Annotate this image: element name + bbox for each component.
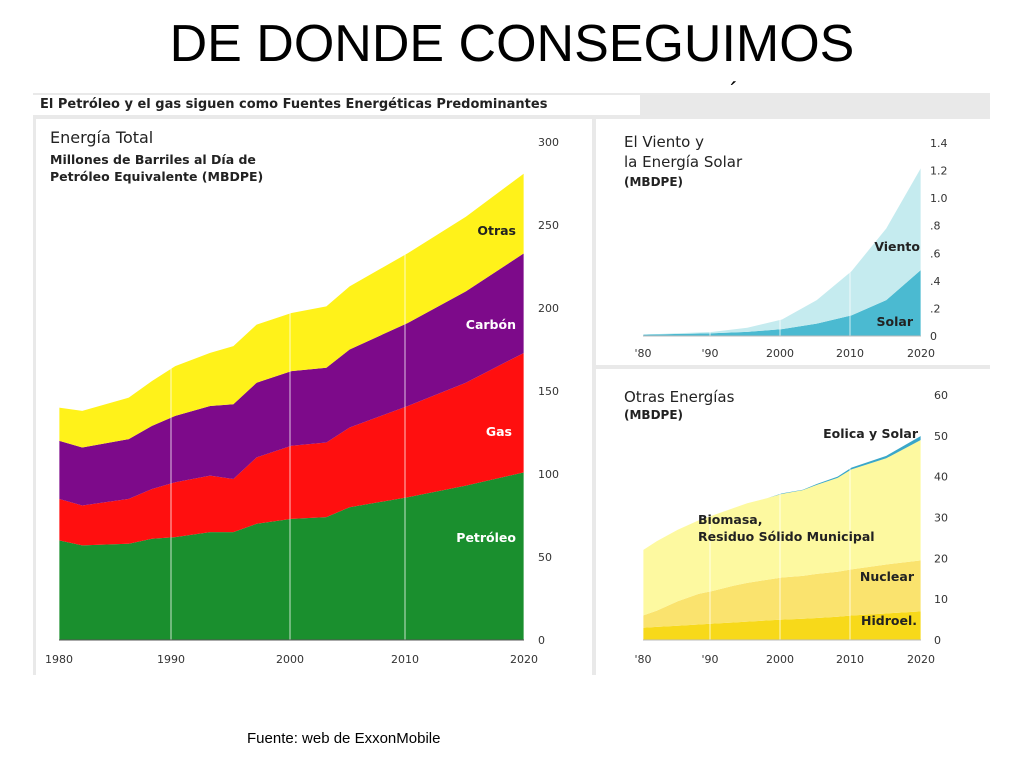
chart-title: Energía Total (50, 128, 153, 147)
series-label-nuclear: Nuclear (860, 569, 915, 584)
y-tick-label: 10 (934, 593, 948, 606)
x-tick-label: 2020 (907, 653, 935, 666)
x-tick-label: 2000 (276, 653, 304, 666)
series-label-solar: Solar (877, 314, 914, 329)
series-label-0: Petróleo (456, 530, 516, 545)
y-tick-label: 150 (538, 385, 559, 398)
area-viento (643, 167, 921, 335)
x-tick-label: 1990 (157, 653, 185, 666)
banner-title: El Petróleo y el gas siguen como Fuentes… (33, 95, 640, 115)
y-tick-label: 0 (930, 330, 937, 343)
y-tick-label: 0 (934, 634, 941, 647)
series-label-biomasa-1: Biomasa, (698, 512, 762, 527)
slide-title: DE DONDE CONSEGUIMOS (169, 15, 855, 73)
area-carbon (59, 253, 524, 506)
y-tick-label: 50 (538, 551, 552, 564)
series-label-viento: Viento (874, 239, 920, 254)
series-label-3: Otras (477, 223, 516, 238)
area-solar (643, 269, 921, 336)
x-tick-label: 2000 (766, 653, 794, 666)
y-tick-label: .6 (930, 247, 941, 260)
chart-subtitle: (MBDPE) (624, 408, 683, 422)
x-tick-label: 2020 (510, 653, 538, 666)
y-tick-label: 100 (538, 468, 559, 481)
y-tick-label: 40 (934, 471, 948, 484)
y-tick-label: 300 (538, 136, 559, 149)
y-tick-label: 200 (538, 302, 559, 315)
y-tick-label: 60 (934, 389, 948, 402)
series-label-eolica: Eolica y Solar (823, 426, 919, 441)
x-tick-label: 1980 (45, 653, 73, 666)
y-tick-label: 20 (934, 552, 948, 565)
series-label-hidroel: Hidroel. (861, 613, 917, 628)
series-label-biomasa-2: Residuo Sólido Municipal (698, 529, 875, 544)
area-nuclear (643, 560, 921, 628)
y-tick-label: 1.4 (930, 137, 948, 150)
x-tick-label: 2020 (907, 347, 935, 360)
x-tick-label: '90 (701, 653, 718, 666)
y-tick-label: 50 (934, 430, 948, 443)
area-otras (59, 173, 524, 448)
title-accent: ´ (730, 78, 738, 105)
chart-title-line2: la Energía Solar (624, 153, 743, 171)
chart-subtitle-line1: Millones de Barriles al Día de (50, 152, 256, 167)
y-tick-label: 0 (538, 634, 545, 647)
y-tick-label: .2 (930, 302, 941, 315)
x-tick-label: 2010 (391, 653, 419, 666)
series-label-2: Carbón (466, 317, 516, 332)
y-tick-label: 250 (538, 219, 559, 232)
series-label-1: Gas (486, 424, 512, 439)
x-tick-label: '80 (634, 653, 651, 666)
chart-subtitle: (MBDPE) (624, 175, 683, 189)
x-tick-label: '80 (634, 347, 651, 360)
chart-subtitle-line2: Petróleo Equivalente (MBDPE) (50, 169, 263, 184)
chart-title-line1: El Viento y (624, 133, 704, 151)
y-tick-label: .8 (930, 220, 941, 233)
x-tick-label: 2010 (836, 347, 864, 360)
area-gas (59, 352, 524, 546)
x-tick-label: 2010 (836, 653, 864, 666)
y-tick-label: 1.0 (930, 192, 948, 205)
source-note: Fuente: web de ExxonMobile (247, 730, 441, 747)
chart-title: Otras Energías (624, 388, 735, 406)
x-tick-label: '90 (701, 347, 718, 360)
y-tick-label: .4 (930, 275, 941, 288)
area-petroleo (59, 472, 524, 640)
y-tick-label: 1.2 (930, 165, 948, 178)
area-hidroel (643, 611, 921, 640)
x-tick-label: 2000 (766, 347, 794, 360)
y-tick-label: 30 (934, 512, 948, 525)
area-biomasa (643, 439, 921, 616)
